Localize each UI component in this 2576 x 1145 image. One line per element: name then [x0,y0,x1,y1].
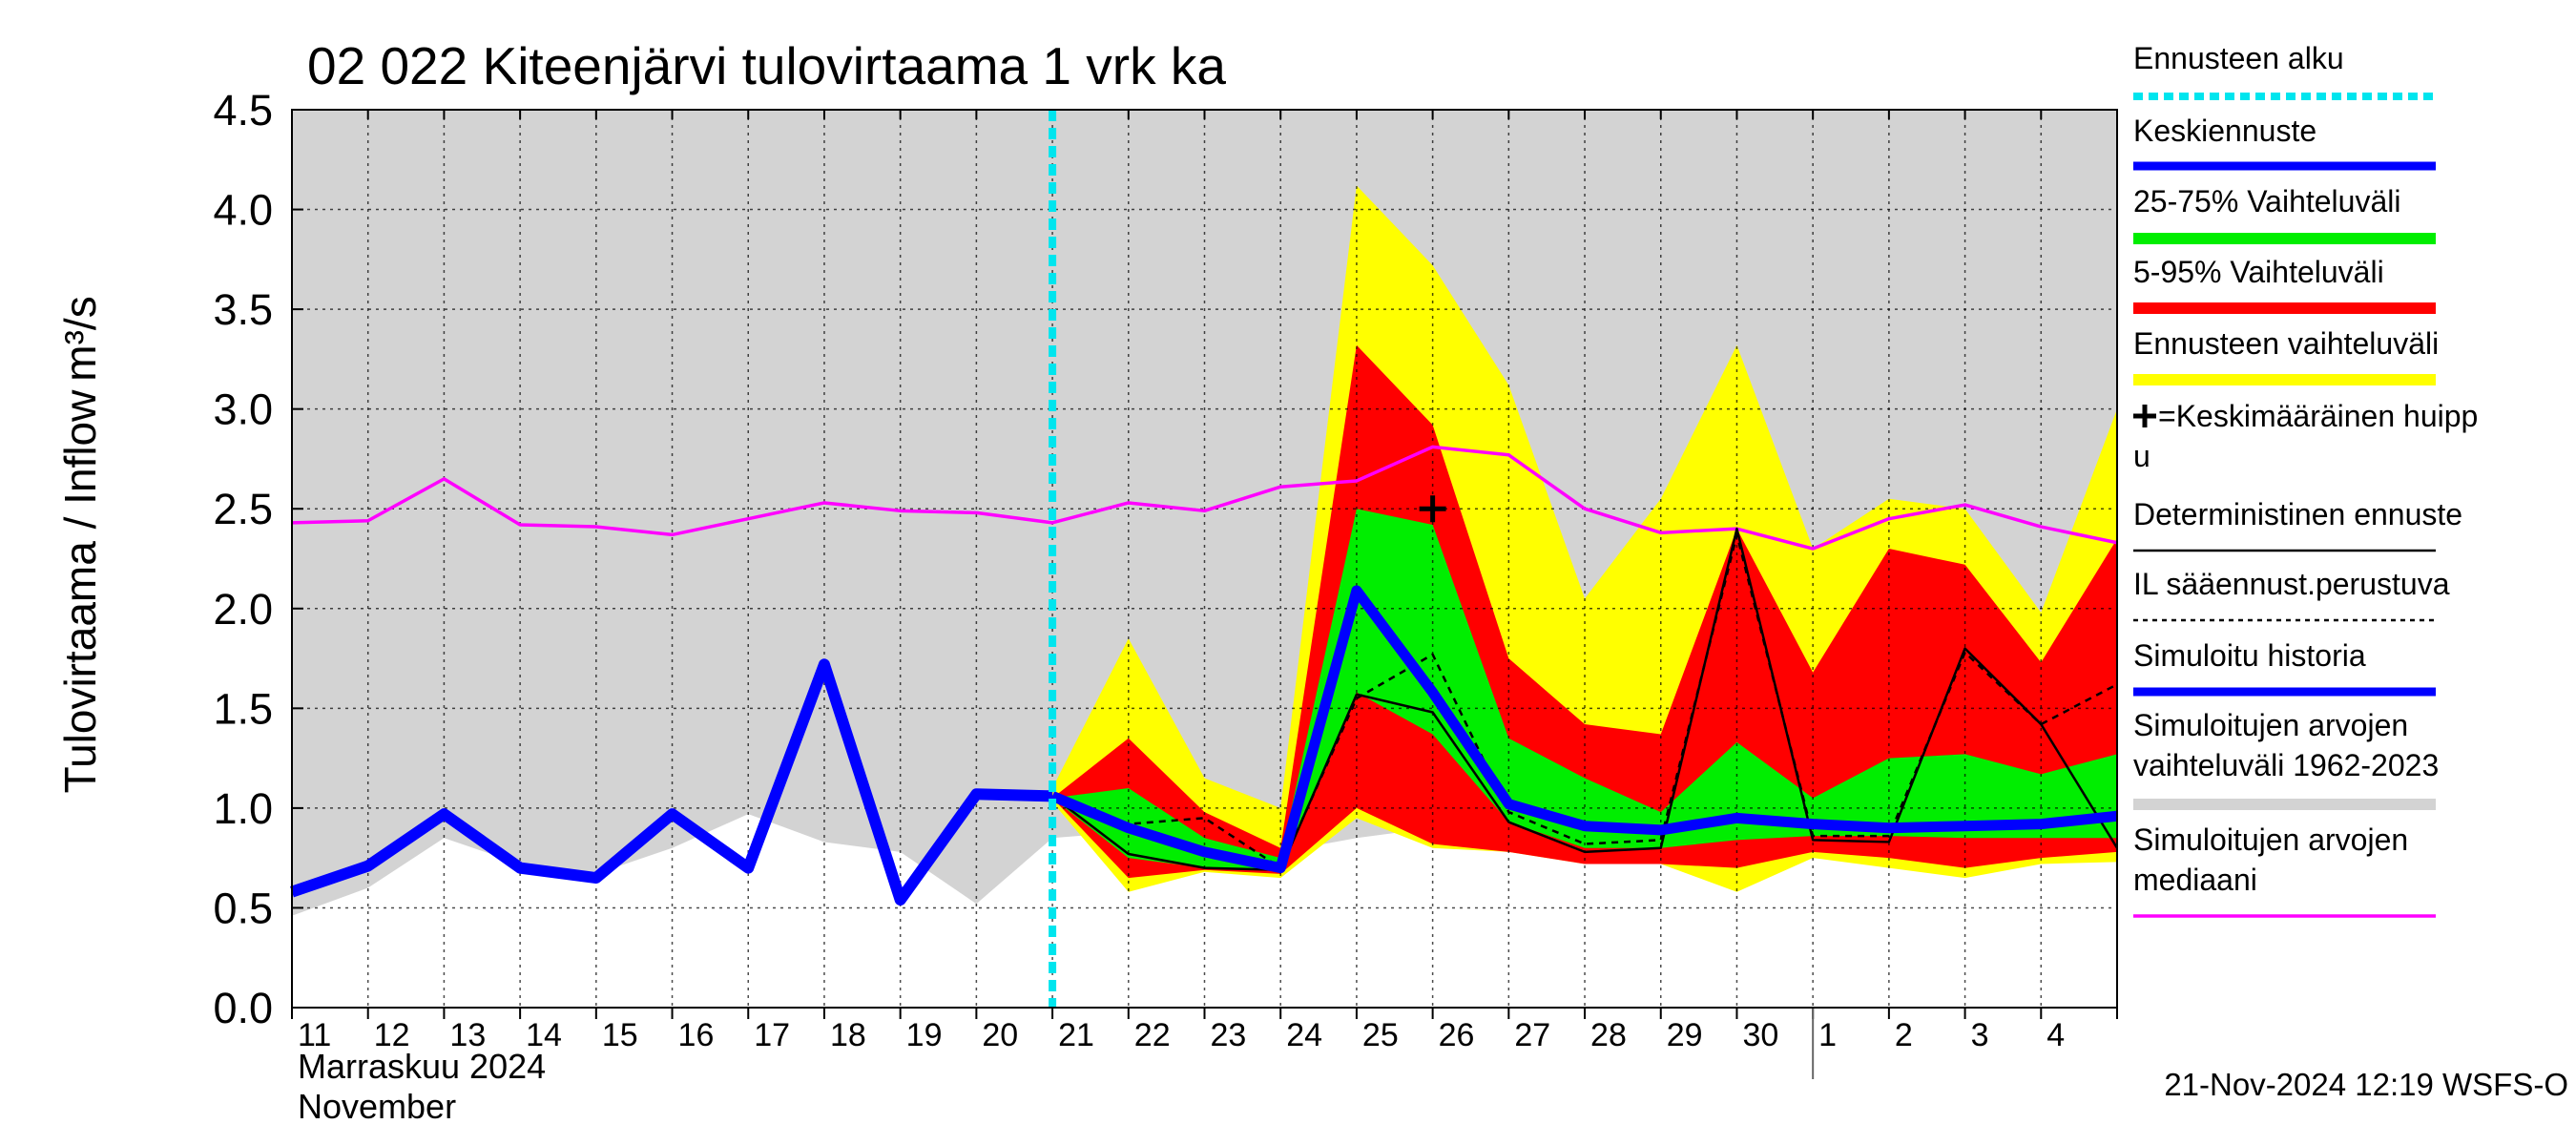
y-tick-label: 2.5 [213,485,273,533]
y-tick-label: 1.5 [213,684,273,733]
legend-label: IL sääennust.perustuva [2133,567,2450,601]
x-tick-label: 24 [1286,1017,1322,1053]
y-axis-unit: m³/s [55,296,105,381]
legend-label: Deterministinen ennuste [2133,497,2462,531]
legend-label: u [2133,439,2150,473]
x-tick-label: 17 [754,1017,790,1053]
y-tick-label: 4.5 [213,86,273,135]
x-tick-label: 18 [830,1017,866,1053]
series-line [291,445,2118,551]
y-tick-label: 1.0 [213,784,273,833]
series-line [290,658,1053,906]
x-tick-label: 23 [1211,1017,1247,1053]
x-tick-label: 29 [1667,1017,1703,1053]
x-tick-label: 20 [982,1017,1018,1053]
y-axis-label: Tulovirtaama / Inflow [55,389,105,793]
y-tick-label: 0.5 [213,884,273,932]
x-tick-label: 28 [1590,1017,1627,1053]
legend-label: Simuloitujen arvojen [2133,708,2408,742]
y-tick-label: 2.0 [213,585,273,634]
legend-label: 25-75% Vaihteluväli [2133,184,2400,219]
x-axis-label: November [298,1087,456,1126]
y-tick-label: 3.5 [213,285,273,334]
peak-marker [1419,495,1446,523]
series-line [1051,533,2118,869]
x-axis-label: Marraskuu 2024 [298,1047,546,1086]
legend-label: Simuloitujen arvojen [2133,822,2408,857]
x-tick-label: 3 [1971,1017,1989,1053]
x-tick-label: 19 [906,1017,943,1053]
x-tick-label: 22 [1134,1017,1171,1053]
x-tick-label: 12 [374,1017,410,1053]
legend-label: Keskiennuste [2133,114,2316,148]
y-tick-label: 4.0 [213,186,273,235]
x-tick-label: 14 [526,1017,562,1053]
chart-title: 02 022 Kiteenjärvi tulovirtaama 1 vrk ka [307,36,1226,95]
x-tick-label: 21 [1058,1017,1094,1053]
legend-label: Simuloitu historia [2133,638,2366,673]
y-tick-label: 3.0 [213,385,273,434]
x-tick-label: 13 [449,1017,486,1053]
x-tick-label: 15 [602,1017,638,1053]
legend-label: mediaani [2133,863,2257,897]
x-tick-label: 4 [2046,1017,2065,1053]
y-tick-label: 0.0 [213,984,273,1032]
x-tick-label: 16 [678,1017,715,1053]
x-tick-label: 1 [1818,1017,1837,1053]
series-line [1049,585,2118,874]
legend-marker [2133,405,2156,427]
legend-label: vaihteluväli 1962-2023 [2133,748,2439,782]
legend-label: Ennusteen vaihteluväli [2133,326,2439,361]
x-tick-label: 25 [1362,1017,1399,1053]
x-tick-label: 2 [1895,1017,1913,1053]
footer: 21-Nov-2024 12:19 WSFS-O [2164,1067,2568,1102]
x-tick-label: 11 [298,1017,331,1053]
x-tick-label: 26 [1439,1017,1475,1053]
x-tick-label: 27 [1514,1017,1550,1053]
plot-frame [291,109,2118,1009]
legend-label: =Keskimääräinen huipp [2158,399,2478,433]
legend-label: 5-95% Vaihteluväli [2133,255,2384,289]
legend-label: Ennusteen alku [2133,41,2344,75]
x-tick-label: 30 [1742,1017,1778,1053]
